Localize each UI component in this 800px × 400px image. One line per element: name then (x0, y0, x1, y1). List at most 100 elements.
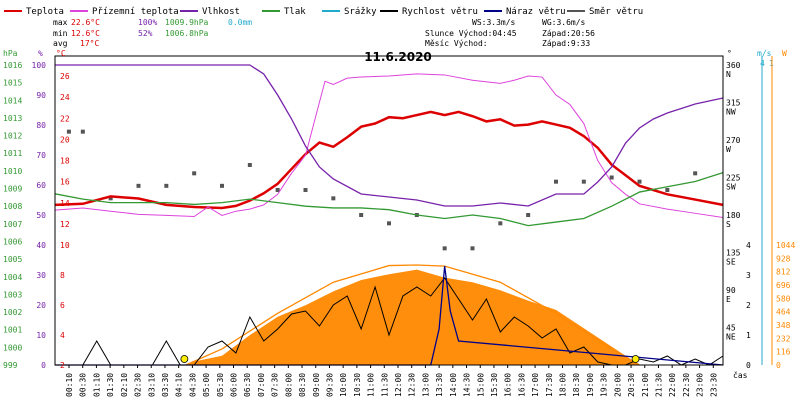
ms-tick-label: 0 (746, 361, 751, 370)
x-tick-label: 15:30 (490, 373, 499, 397)
c-tick-label: 16 (60, 178, 70, 187)
axes: hPa% °C1016101510141013101210111010100910… (3, 49, 795, 397)
x-tick-label: 16:30 (517, 373, 526, 397)
x-tick-label: 10:00 (339, 373, 348, 397)
stats-max-hum: 100% (138, 18, 157, 27)
c-axis-label: °C (56, 49, 66, 58)
stats-max-label: max (53, 18, 68, 27)
legend-label: Rychlost větru (402, 7, 478, 17)
x-tick-label: 04:10 (175, 373, 184, 397)
x-tick-label: 10:30 (353, 373, 362, 397)
wind-dir-point (247, 163, 252, 167)
dir-cardinal-label: NW (726, 108, 736, 117)
stats-avg-temp: 17°C (80, 39, 99, 48)
stats-sunset: Západ:20:56 (542, 29, 595, 38)
x-tick-label: 14:00 (449, 373, 458, 397)
c-tick-label: 6 (60, 301, 65, 310)
c-tick-label: 8 (60, 271, 65, 280)
hpa-tick-label: 1010 (3, 167, 22, 176)
x-tick-label: 22:00 (668, 373, 677, 397)
wind-dir-point (526, 213, 531, 217)
ms-tick-label: 2 (746, 301, 751, 310)
c-tick-label: 2 (60, 361, 65, 370)
hpa-tick-label: 1011 (3, 149, 22, 158)
stats-min-label: min (53, 29, 68, 38)
x-tick-label: 07:30 (271, 373, 280, 397)
sun-marker (631, 355, 640, 363)
wind-dir-point (665, 188, 670, 192)
x-tick-label: 11:30 (380, 373, 389, 397)
pct-tick-label: 70 (36, 151, 46, 160)
stats-sunrise: Slunce Východ:04:45 (425, 29, 517, 38)
x-tick-label: 09:30 (325, 373, 334, 397)
legend-label: Teplota (26, 7, 64, 17)
chart-title: 11.6.2020 (364, 50, 432, 64)
x-tick-label: 23:00 (696, 373, 705, 397)
x-tick-label: 15:00 (476, 373, 485, 397)
wind-dir-point (359, 213, 364, 217)
dir-cardinal-label: S (726, 220, 731, 229)
x-tick-label: 19:30 (600, 373, 609, 397)
wind-dir-point (498, 221, 503, 226)
w-tick-label: 696 (776, 281, 791, 290)
stats-max-rain: 0.0mm (228, 18, 252, 27)
dir-tick-label: 315 (726, 99, 741, 108)
legend-label: Vlhkost (202, 7, 240, 17)
c-tick-label: 12 (60, 220, 70, 229)
stats-min-press: 1006.8hPa (165, 29, 209, 38)
x-tick-label: 18:00 (559, 373, 568, 397)
x-tick-label: 02:30 (134, 373, 143, 397)
hpa-tick-label: 1003 (3, 290, 22, 299)
pct-tick-label: 40 (36, 241, 46, 250)
wind-dir-point (275, 188, 280, 192)
w-tick-label: 928 (776, 254, 791, 263)
hpa-tick-label: 1007 (3, 220, 22, 229)
dir-cardinal-label: SW (726, 183, 736, 192)
hpa-tick-label: 1005 (3, 255, 22, 264)
w-tick-label: 0 (776, 361, 781, 370)
wind-dir-point (637, 179, 642, 184)
stats-max-temp: 22.6°C (71, 18, 100, 27)
dir-tick-label: 135 (726, 249, 741, 258)
wind-dir-point (80, 129, 85, 134)
legend-label: Tlak (284, 7, 306, 17)
hpa-tick-label: 1014 (3, 96, 22, 105)
c-tick-label: 20 (60, 135, 70, 144)
wind-dir-point (470, 246, 475, 251)
pct-tick-label: 20 (36, 301, 46, 310)
hpa-tick-label: 999 (3, 361, 18, 370)
ms-tick-label: 4 (746, 241, 751, 250)
x-tick-label: 16:00 (504, 373, 513, 397)
x-tick-label: 08:00 (284, 373, 293, 397)
wind-dir-point (192, 171, 197, 176)
x-tick-label: 21:30 (654, 373, 663, 397)
x-tick-label: 02:10 (120, 373, 129, 397)
x-tick-label: 13:30 (435, 373, 444, 397)
solar-area (55, 269, 723, 365)
pct-tick-label: 60 (36, 181, 46, 190)
stats-ws: WS:3.3m/s (472, 18, 516, 27)
wind-dir-point (136, 183, 141, 188)
dir-cardinal-label: N (726, 70, 731, 79)
w-tick-label: 348 (776, 321, 791, 330)
dir-tick-label: 225 (726, 174, 741, 183)
w-tick-label: 116 (776, 348, 791, 357)
dir-cardinal-label: E (726, 295, 731, 304)
dir-cardinal-label: SE (726, 258, 736, 267)
x-tick-label: 17:30 (545, 373, 554, 397)
pct-tick-label: 30 (36, 271, 46, 280)
x-tick-label: 12:00 (394, 373, 403, 397)
stats-min-temp: 12.6°C (71, 29, 100, 38)
stats-avg-label: avg (53, 39, 68, 48)
x-tick-label: 13:00 (421, 373, 430, 397)
pct-tick-label: 100 (32, 61, 47, 70)
c-tick-label: 18 (60, 157, 70, 166)
x-tick-label: 07:00 (257, 373, 266, 397)
w-tick-label: 1044 (776, 241, 795, 250)
x-tick-label: 11:00 (367, 373, 376, 397)
hpa-tick-label: 1004 (3, 273, 22, 282)
c-tick-label: 26 (60, 72, 70, 81)
dir-tick-label: 90 (726, 286, 736, 295)
pct-tick-label: 90 (36, 91, 46, 100)
ms-tick-label: 3 (746, 271, 751, 280)
